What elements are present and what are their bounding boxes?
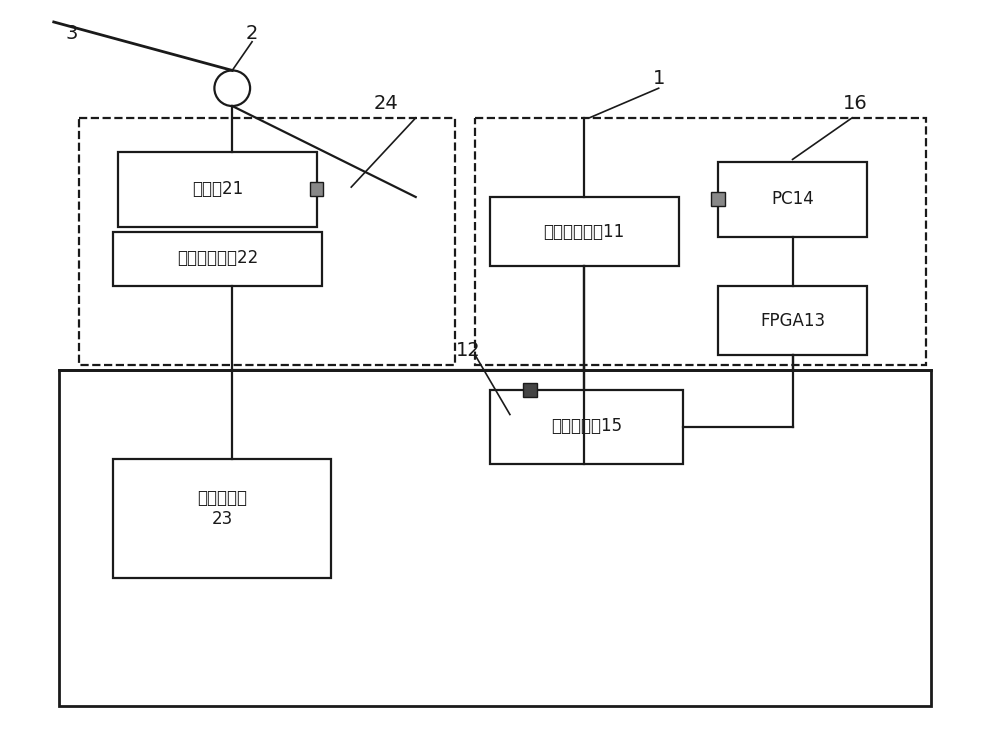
Text: 待测换能妓15: 待测换能妓15: [551, 418, 622, 436]
Text: 24: 24: [374, 93, 398, 113]
Bar: [718, 286, 867, 355]
Bar: [523, 383, 537, 397]
Bar: [113, 459, 331, 577]
Text: 2: 2: [246, 25, 258, 43]
Text: 16: 16: [843, 93, 867, 113]
Text: 控制妓21: 控制妓21: [192, 180, 243, 198]
Bar: [718, 163, 867, 236]
Text: 1: 1: [652, 69, 665, 88]
Text: 第二升降机枔22: 第二升降机枔22: [177, 249, 258, 267]
Bar: [310, 182, 323, 196]
Bar: [490, 390, 683, 464]
Bar: [79, 118, 455, 365]
Bar: [59, 370, 931, 706]
Text: 全向换能器
23: 全向换能器 23: [197, 489, 247, 528]
Text: FPGA13: FPGA13: [760, 312, 825, 330]
Bar: [490, 197, 679, 266]
Bar: [118, 152, 317, 227]
Bar: [113, 231, 322, 286]
Text: 第一升降机枔11: 第一升降机枔11: [544, 222, 625, 241]
Bar: [711, 192, 725, 206]
Text: PC14: PC14: [771, 190, 814, 208]
Text: 3: 3: [65, 25, 78, 43]
Text: 12: 12: [456, 341, 481, 360]
Bar: [475, 118, 926, 365]
